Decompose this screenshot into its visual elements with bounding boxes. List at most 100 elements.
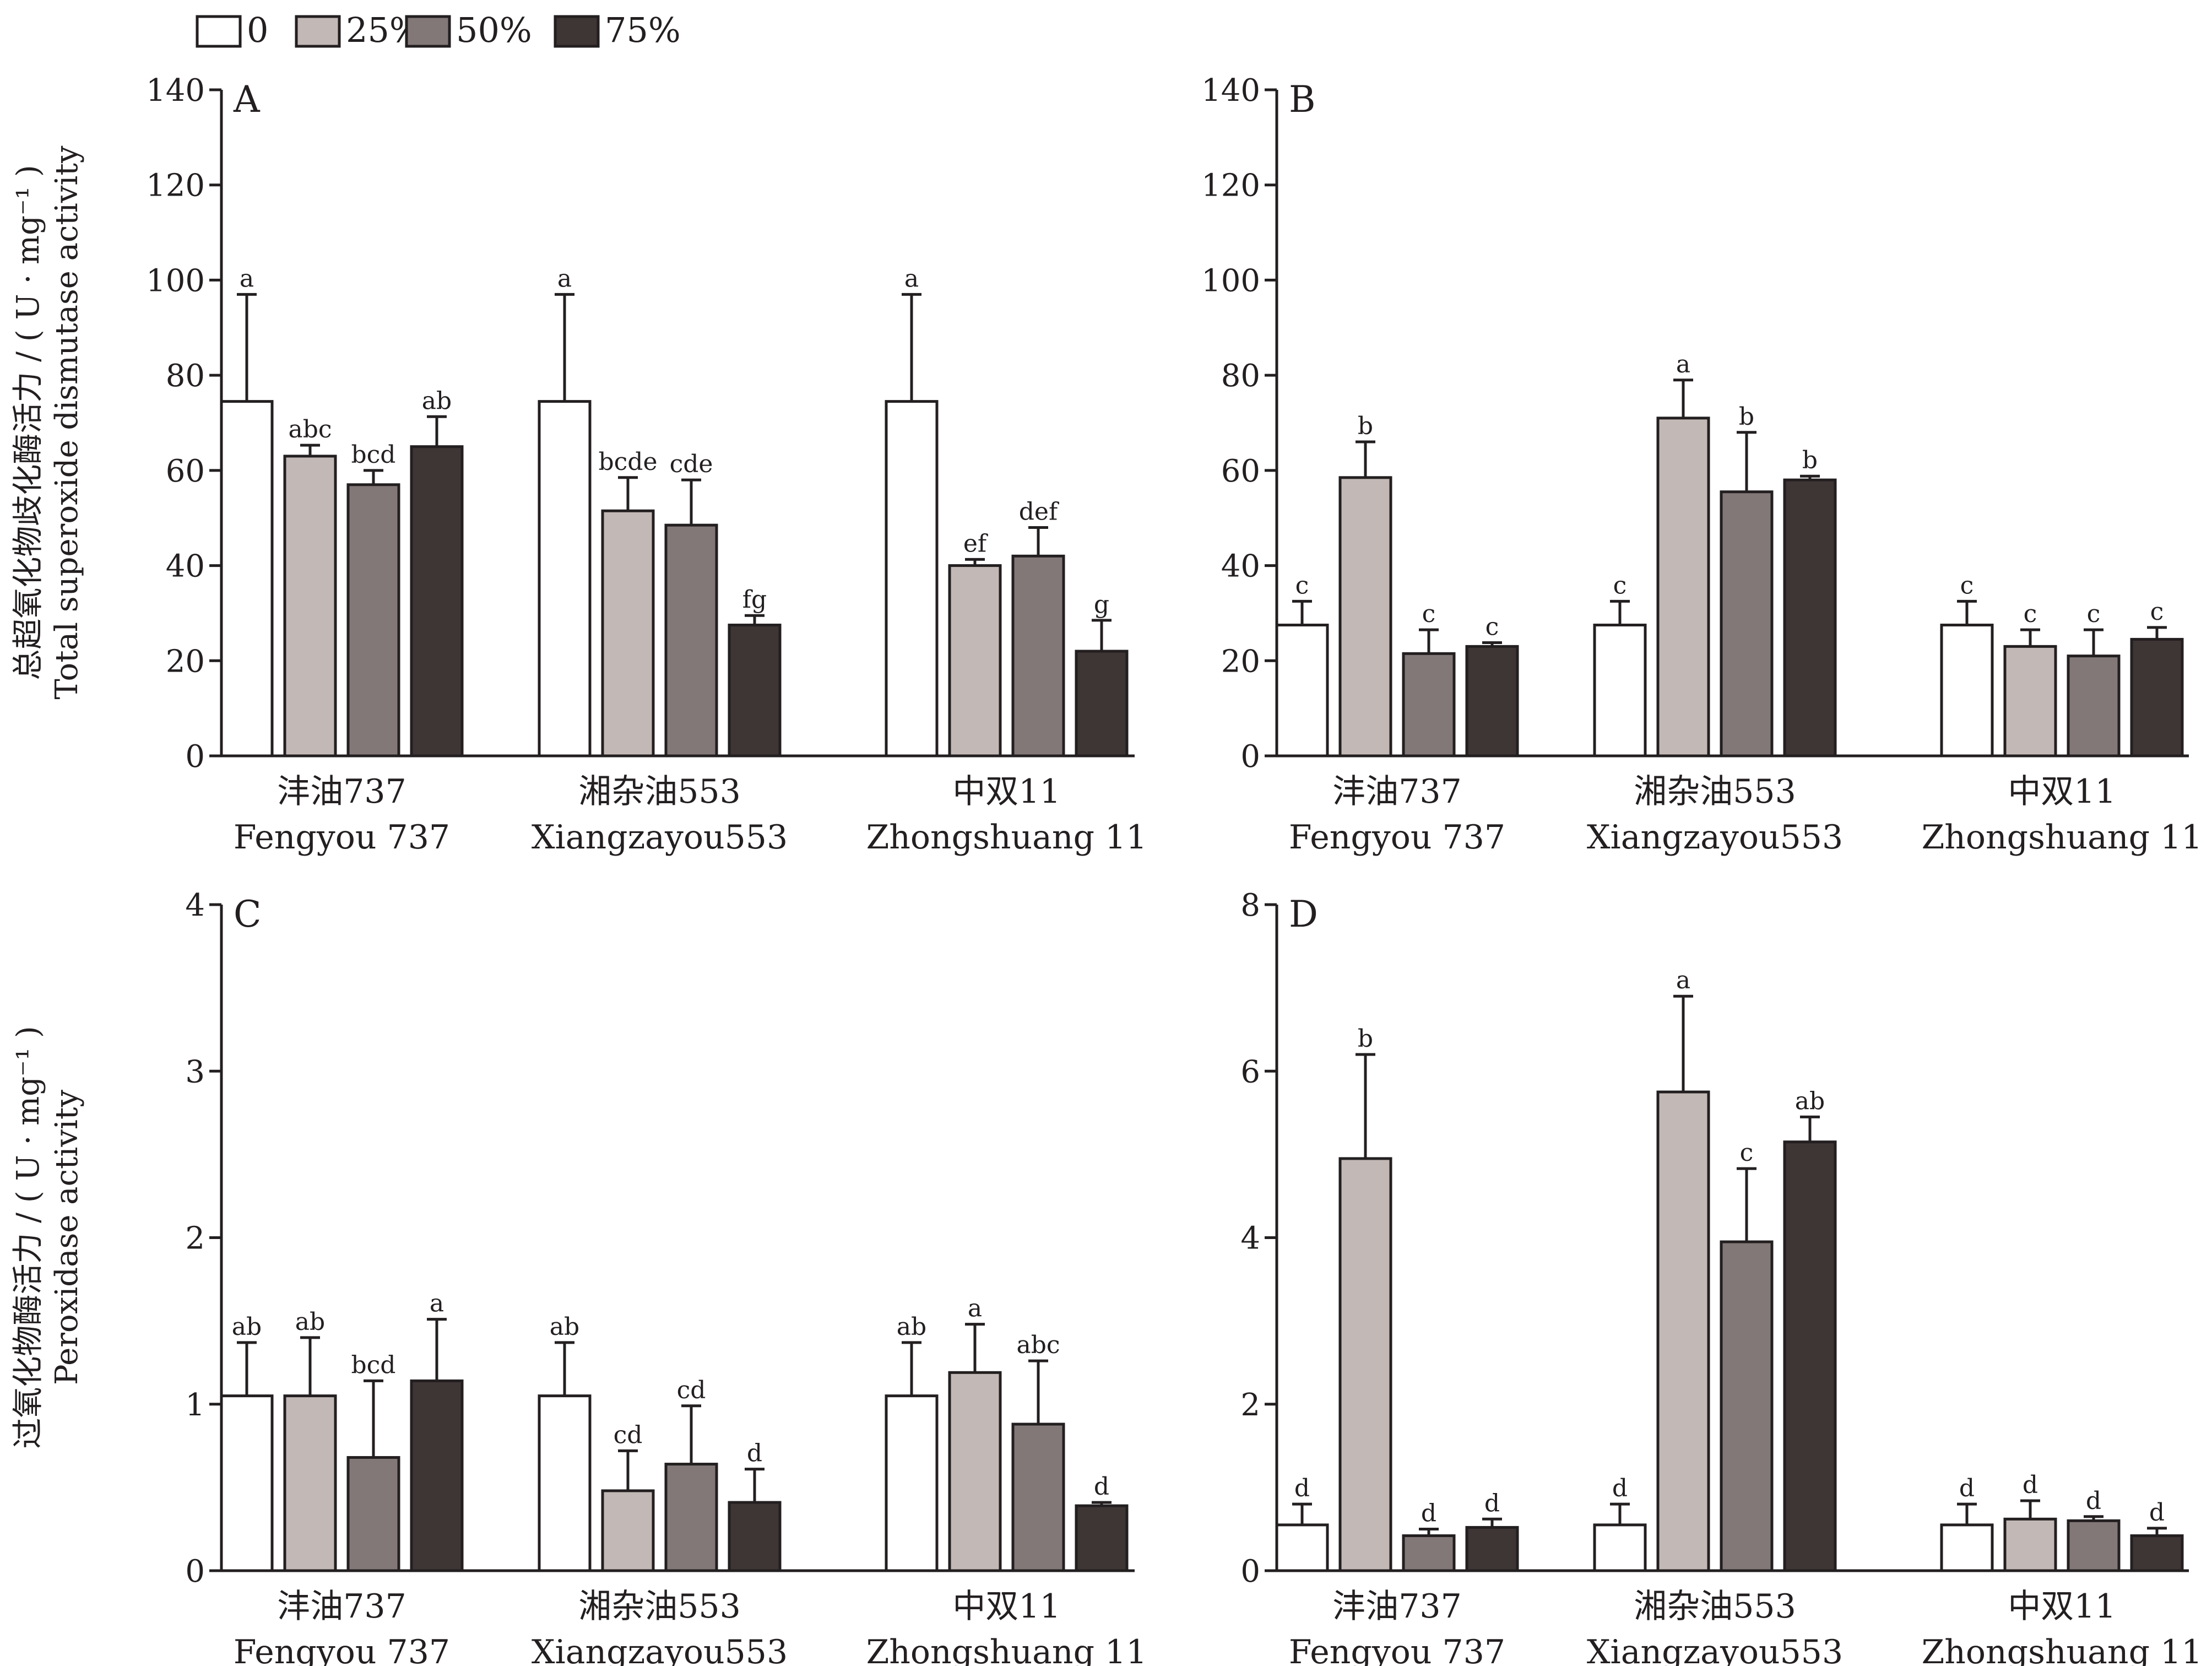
y-tick-label: 3 [185, 1054, 205, 1090]
significance-letter: c [2087, 600, 2101, 628]
bar [1783, 1140, 1837, 1572]
bar [2067, 1519, 2121, 1572]
bar [728, 624, 782, 758]
bar [410, 445, 464, 758]
bar [346, 483, 400, 758]
category-label-en: Fengyou 737 [234, 1633, 450, 1666]
category-label-zh: 中双11 [2008, 772, 2116, 811]
bar [1402, 1534, 1456, 1572]
y-tick-label: 8 [1240, 888, 1260, 923]
bar [1402, 652, 1456, 758]
significance-letter: a [904, 264, 919, 293]
bar [1011, 1422, 1065, 1572]
significance-letter: c [1960, 571, 1974, 599]
significance-letter: bcde [598, 448, 657, 476]
bar [885, 400, 939, 758]
y-axis-title-zh-bottom: 过氧化物酶活力 / ( U · mg⁻¹ ) [10, 1026, 46, 1448]
category-label-zh: 湘杂油553 [1634, 1587, 1796, 1626]
y-tick-label: 6 [1240, 1054, 1260, 1090]
y-tick-label: 20 [166, 643, 205, 679]
significance-letter: bcd [351, 441, 396, 469]
bar [728, 1501, 782, 1572]
significance-letter: ab [232, 1313, 262, 1341]
significance-letter: b [1802, 446, 1818, 474]
bar [1338, 1157, 1392, 1572]
significance-letter: a [240, 264, 254, 293]
y-tick-label: 40 [166, 549, 205, 585]
bar [2067, 654, 2121, 758]
bar [948, 564, 1002, 758]
category-label-en: Fengyou 737 [234, 818, 450, 857]
category-label-en: Xiangzayou553 [1587, 818, 1843, 857]
panel-letter: A [233, 78, 261, 121]
category-label-zh: 湘杂油553 [1634, 772, 1796, 811]
category-label-zh: 沣油737 [277, 1587, 406, 1626]
category-label-zh: 沣油737 [1332, 772, 1462, 811]
category-label-zh: 沣油737 [277, 772, 406, 811]
bar [1940, 1523, 1994, 1572]
bar [283, 455, 337, 758]
significance-letter: ef [963, 529, 988, 558]
bar [220, 1394, 274, 1572]
y-tick-label: 20 [1221, 643, 1260, 679]
bar [1656, 416, 1710, 758]
significance-letter: d [747, 1440, 762, 1468]
significance-letter: c [1295, 571, 1309, 599]
category-label-en: Zhongshuang 11 [866, 1633, 1147, 1666]
bar [410, 1379, 464, 1572]
y-axis-title-en-top: Total superoxide dismutase activity [49, 145, 85, 699]
bar [2130, 1534, 2184, 1572]
bar [1720, 490, 1774, 758]
significance-letter: ab [295, 1308, 325, 1336]
significance-letter: def [1019, 497, 1059, 526]
significance-letter: a [968, 1295, 982, 1323]
bar [1465, 1526, 1519, 1572]
category-label-en: Zhongshuang 11 [1922, 1633, 2203, 1666]
bar [885, 1394, 939, 1572]
y-tick-label: 120 [1201, 168, 1260, 204]
significance-letter: c [1613, 571, 1627, 599]
category-label-en: Fengyou 737 [1289, 1633, 1505, 1666]
significance-letter: c [1740, 1139, 1754, 1167]
category-label-zh: 湘杂油553 [578, 772, 741, 811]
significance-letter: c [2150, 598, 2164, 626]
bar [601, 1489, 655, 1572]
bar [1656, 1090, 1710, 1572]
y-tick-label: 2 [1240, 1387, 1260, 1423]
bar [1338, 476, 1392, 758]
significance-letter: cd [614, 1421, 643, 1449]
y-axis-title-en-bottom: Peroxidase activity [49, 1090, 85, 1385]
legend-swatch [295, 15, 341, 48]
significance-letter: c [1422, 600, 1436, 628]
panel-letter: B [1289, 78, 1316, 121]
bar [538, 400, 592, 758]
bar [346, 1456, 400, 1572]
bar [283, 1394, 337, 1572]
bar [1465, 645, 1519, 758]
significance-letter: d [2149, 1499, 2165, 1527]
significance-letter: ab [897, 1313, 926, 1341]
y-tick-label: 0 [1240, 739, 1260, 775]
bar [1275, 624, 1329, 758]
significance-letter: b [1358, 1025, 1373, 1053]
y-tick-label: 60 [1221, 453, 1260, 489]
legend-swatch [554, 15, 600, 48]
legend-swatch [405, 15, 451, 48]
significance-letter: d [1612, 1474, 1628, 1502]
panel-letter: C [234, 893, 262, 935]
significance-letter: abc [1016, 1331, 1060, 1359]
legend-label: 0 [247, 10, 268, 50]
significance-letter: b [1739, 403, 1754, 431]
y-tick-label: 4 [1240, 1221, 1260, 1257]
significance-letter: c [1485, 613, 1499, 641]
category-label-zh: 中双11 [2008, 1587, 2116, 1626]
significance-letter: cd [677, 1376, 706, 1404]
significance-letter: abc [288, 415, 332, 443]
bar [664, 1463, 718, 1572]
y-tick-label: 0 [185, 739, 205, 775]
category-label-en: Zhongshuang 11 [1922, 818, 2203, 857]
